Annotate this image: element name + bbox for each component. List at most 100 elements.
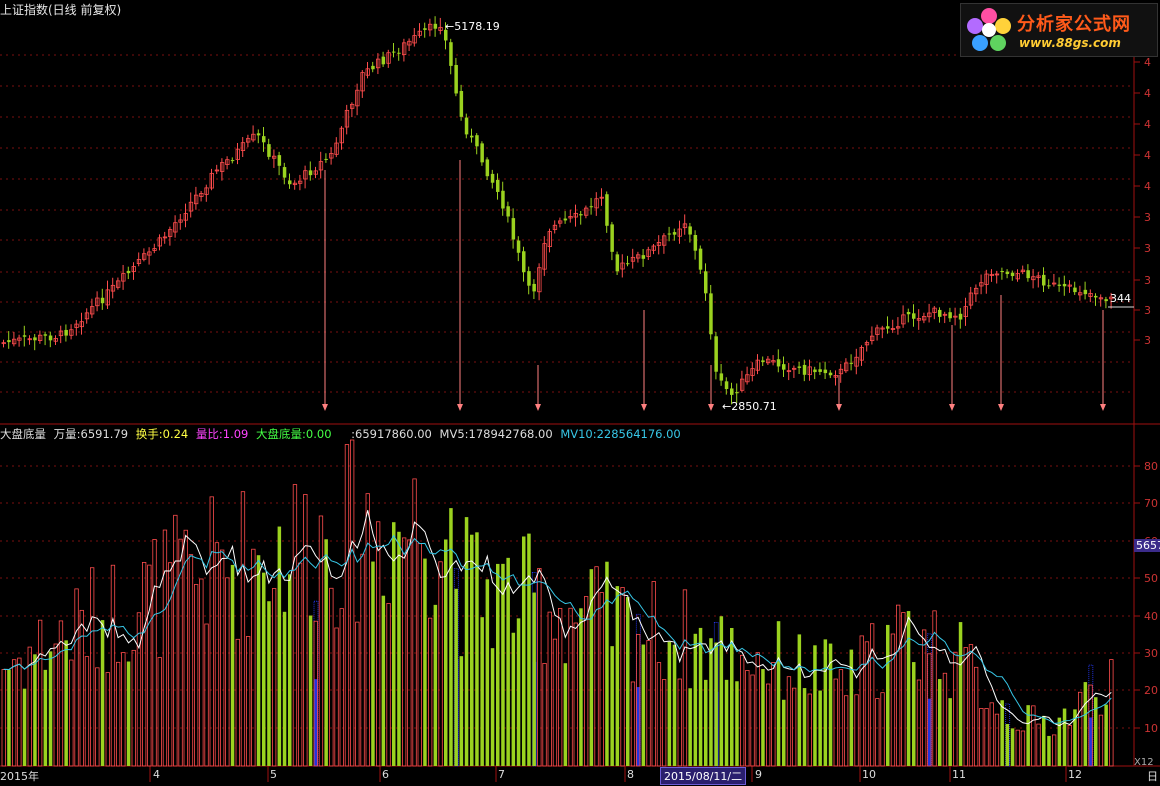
candle-body	[53, 337, 58, 342]
candle-body	[38, 334, 43, 341]
low-price-label: ←2850.71	[722, 400, 777, 413]
candle-body	[100, 297, 105, 304]
candle-body	[979, 282, 984, 287]
candle-body	[704, 271, 708, 294]
volume-bar	[1005, 723, 1010, 766]
dapan-label: 大盘底量:	[256, 427, 306, 441]
volume-bar	[449, 508, 453, 766]
candle-body	[968, 292, 974, 306]
volume-bar	[360, 553, 365, 767]
volume-bar	[454, 588, 458, 766]
candle-body	[807, 366, 812, 376]
volume-bar	[167, 562, 173, 767]
candle-body	[277, 155, 282, 166]
candle-body	[735, 392, 739, 394]
volume-bar	[537, 568, 542, 767]
volume-axis-tick-label: 20	[1144, 684, 1158, 697]
candle-body	[506, 206, 510, 217]
candle-body	[116, 280, 121, 288]
volume-bar	[262, 572, 266, 766]
volume-bar	[714, 642, 718, 766]
volume-bar	[381, 595, 386, 766]
volume-bar	[782, 699, 786, 766]
volume-bar	[1083, 682, 1088, 766]
volume-bar	[1020, 730, 1026, 767]
candle-body	[875, 327, 880, 335]
volume-bar	[568, 607, 573, 767]
candle-body	[844, 362, 849, 372]
volume-bar	[199, 578, 204, 767]
volume-bar	[22, 688, 27, 766]
volume-bar	[214, 542, 220, 767]
candle-body	[496, 179, 500, 192]
volume-bar	[297, 562, 303, 767]
volume-bar	[1000, 700, 1004, 766]
volume-bar	[662, 679, 667, 767]
liangbi-label: 量比:	[195, 427, 223, 441]
candle-body	[958, 313, 963, 320]
volume-bar	[152, 539, 157, 767]
volume-bar	[922, 629, 927, 767]
volume-bar	[1026, 705, 1030, 766]
volume-bar	[105, 672, 110, 767]
volume-bar	[953, 651, 958, 767]
volume-bar	[932, 610, 937, 767]
volume-bar	[53, 643, 58, 767]
volume-bar-highlight	[1088, 717, 1093, 766]
volume-bar	[308, 615, 313, 766]
liangbi-value: 1.09	[222, 427, 249, 441]
volume-bar	[1073, 709, 1077, 766]
volume-bar	[90, 567, 95, 767]
volume-bar	[750, 674, 755, 767]
volume-bar	[1088, 684, 1093, 767]
volume-bar	[33, 654, 37, 766]
candle-body	[886, 326, 890, 329]
volume-axis-tick-label: 30	[1144, 647, 1158, 660]
candle-body	[761, 360, 765, 363]
volume-bar	[188, 554, 194, 767]
volume-bar	[470, 534, 474, 766]
volume-bar	[490, 648, 495, 766]
volume-highlight-outline	[713, 622, 719, 767]
candle-body	[360, 72, 365, 92]
volume-bar	[786, 676, 792, 767]
candle-body	[963, 306, 968, 318]
volume-bar	[745, 670, 750, 767]
volume-bar	[209, 496, 214, 767]
candle-body	[1088, 292, 1093, 297]
candle-body	[152, 248, 157, 251]
volume-bar	[968, 644, 974, 767]
candle-body	[563, 218, 568, 221]
candle-body	[90, 306, 95, 315]
volume-bar	[979, 707, 984, 767]
candle-body	[230, 160, 235, 162]
candle-body	[906, 311, 911, 315]
bottom-signal-arrowhead	[998, 404, 1004, 411]
volume-bar	[303, 494, 308, 767]
flower-icon	[967, 8, 1011, 51]
candle-body	[823, 369, 828, 374]
candle-body	[1031, 276, 1036, 281]
volume-bar	[579, 608, 583, 766]
indicator-name: 大盘底量	[0, 427, 46, 441]
volume-bar	[942, 672, 948, 767]
volume-bar	[48, 651, 53, 766]
candle-body	[1042, 274, 1046, 286]
volume-bar	[251, 548, 256, 767]
candle-body	[942, 313, 948, 316]
volume-bar	[813, 645, 817, 766]
volume-bar	[485, 579, 490, 766]
mv5-label: MV5:	[439, 427, 469, 441]
candle-body	[1020, 269, 1026, 273]
candle-body	[818, 369, 822, 372]
candle-body	[1057, 284, 1062, 286]
volume-bar	[230, 564, 235, 766]
candle-body	[579, 214, 583, 216]
volume-axis-tick-label: 10	[1144, 722, 1158, 735]
volume-axis-tick-label: 80	[1144, 460, 1158, 473]
candle-body	[365, 68, 370, 76]
candle-body	[797, 366, 802, 368]
volume-bar	[1, 668, 6, 767]
